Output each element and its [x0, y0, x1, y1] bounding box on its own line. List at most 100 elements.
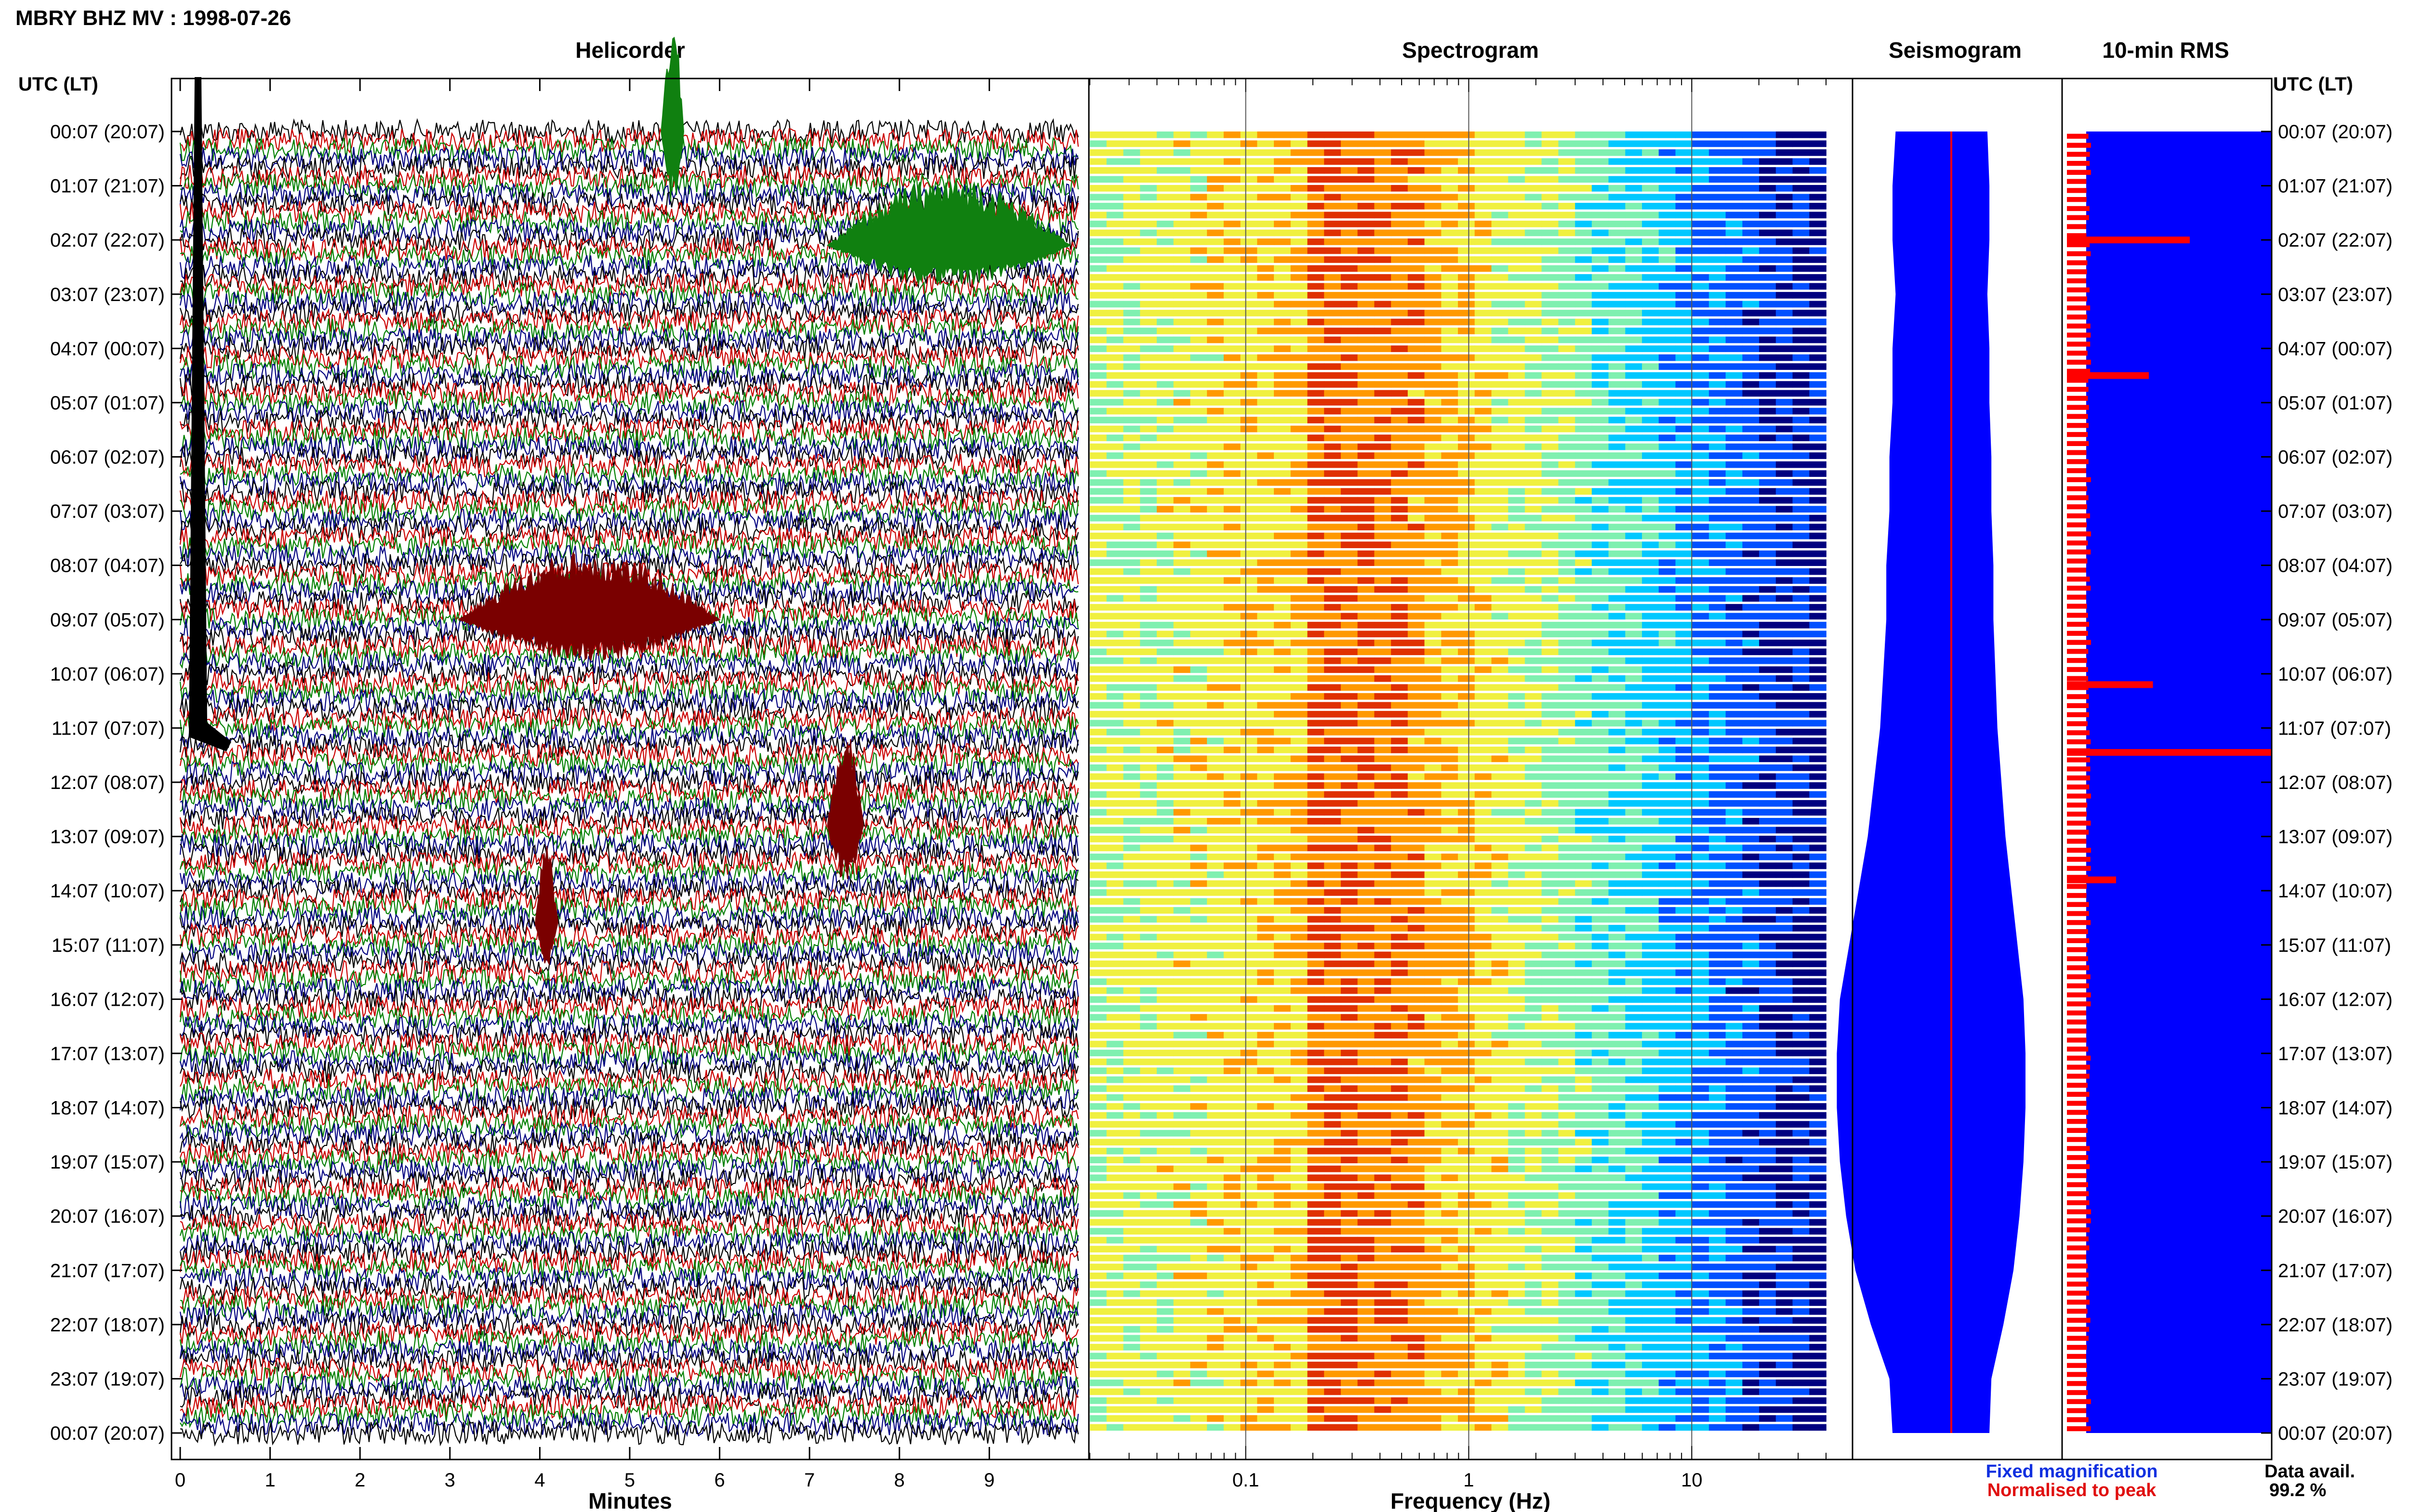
spectrogram-cell: [1541, 149, 1559, 156]
spectrogram-cell: [1223, 381, 1241, 388]
spectrogram-cell: [1357, 987, 1375, 994]
spectrogram-cell: [1809, 720, 1827, 727]
spectrogram-cell: [1675, 149, 1693, 156]
spectrogram-cell: [1173, 559, 1191, 566]
spectrogram-cell: [1441, 229, 1458, 237]
spectrogram-cell: [1207, 586, 1224, 593]
spectrogram-cell: [1140, 1023, 1157, 1030]
spectrogram-cell: [1625, 818, 1642, 825]
spectrogram-cell: [1474, 639, 1492, 646]
spectrogram-cell: [1106, 390, 1124, 397]
spectrogram-cell: [1391, 140, 1408, 147]
spectrogram-cell: [1742, 1040, 1760, 1048]
spectrogram-cell: [1207, 541, 1224, 548]
helicorder-trace: [179, 163, 1079, 190]
spectrogram-cell: [1575, 613, 1592, 620]
spectrogram-cell: [1591, 862, 1609, 869]
spectrogram-cell: [1441, 283, 1458, 290]
spectrogram-cell: [1257, 452, 1274, 459]
spectrogram-cell: [1357, 256, 1375, 263]
spectrogram-cell: [1123, 417, 1140, 423]
spectrogram-cell: [1608, 675, 1626, 682]
helicorder-trace: [180, 434, 1079, 461]
spectrogram-cell: [1441, 399, 1458, 406]
spectrogram-cell: [1725, 844, 1743, 852]
spectrogram-cell: [1491, 639, 1509, 646]
spectrogram-cell: [1792, 818, 1810, 825]
spectrogram-cell: [1274, 372, 1291, 379]
spectrogram-cell: [1257, 318, 1274, 326]
spectrogram-cell: [1692, 408, 1709, 415]
spectrogram-cell: [1524, 310, 1542, 316]
spectrogram-cell: [1156, 631, 1174, 638]
spectrogram-cell: [1792, 310, 1810, 316]
spectrogram-cell: [1240, 559, 1257, 566]
spectrogram-cell: [1140, 889, 1157, 896]
spectrogram-cell: [1558, 1050, 1575, 1056]
spectrogram-cell: [1608, 702, 1626, 709]
spectrogram-cell: [1173, 1005, 1191, 1012]
spectrogram-cell: [1658, 693, 1676, 700]
spectrogram-cell: [1190, 1094, 1207, 1101]
spectrogram-cell: [1123, 211, 1140, 219]
spectrogram-cell: [1223, 310, 1241, 316]
spectrogram-cell: [1123, 1032, 1140, 1039]
spectrogram-cell: [1558, 514, 1575, 522]
spectrogram-cell: [1792, 710, 1810, 718]
spectrogram-cell: [1541, 399, 1559, 406]
spectrogram-cell: [1591, 256, 1609, 263]
spectrogram-cell: [1357, 978, 1375, 985]
spectrogram-cell: [1541, 880, 1559, 887]
spectrogram-cell: [1123, 461, 1140, 468]
spectrogram-cell: [1708, 506, 1726, 513]
spectrogram-cell: [1424, 238, 1442, 245]
spectrogram-cell: [1340, 639, 1358, 646]
spectrogram-cell: [1642, 283, 1659, 290]
spectrogram-cell: [1625, 854, 1642, 860]
spectrogram-cell: [1742, 488, 1760, 495]
spectrogram-cell: [1090, 399, 1107, 406]
spectrogram-cell: [1474, 854, 1492, 860]
spectrogram-cell: [1156, 960, 1174, 967]
helicorder-trace: [180, 1203, 1079, 1229]
spectrogram-cell: [1708, 434, 1726, 441]
spectrogram-cell: [1140, 729, 1157, 736]
spectrogram-cell: [1106, 987, 1124, 994]
spectrogram-cell: [1692, 514, 1709, 522]
spectrogram-cell: [1508, 532, 1525, 539]
spectrogram-cell: [1441, 1014, 1458, 1021]
spectrogram-cell: [1809, 167, 1827, 174]
spectrogram-cell: [1775, 800, 1793, 807]
spectrogram-cell: [1491, 470, 1509, 477]
spectrogram-cell: [1307, 1014, 1324, 1021]
spectrogram-cell: [1190, 559, 1207, 566]
spectrogram-cell: [1090, 1067, 1107, 1074]
spectrogram-cell: [1474, 390, 1492, 397]
spectrogram-cell: [1307, 933, 1324, 941]
spectrogram-cell: [1491, 773, 1509, 780]
spectrogram-cell: [1708, 158, 1726, 165]
spectrogram-cell: [1708, 782, 1726, 789]
spectrogram-cell: [1391, 506, 1408, 513]
spectrogram-cell: [1792, 1103, 1810, 1110]
spectrogram-cell: [1642, 1023, 1659, 1030]
spectrogram-cell: [1775, 702, 1793, 709]
spectrogram-cell: [1274, 898, 1291, 905]
spectrogram-cell: [1240, 862, 1257, 869]
spectrogram-cell: [1290, 390, 1308, 397]
spectrogram-cell: [1357, 247, 1375, 254]
spectrogram-cell: [1424, 764, 1442, 771]
spectrogram-cell: [1642, 604, 1659, 611]
spectrogram-cell: [1692, 710, 1709, 718]
spectrogram-cell: [1156, 345, 1174, 352]
spectrogram-cell: [1725, 149, 1743, 156]
spectrogram-cell: [1642, 221, 1659, 227]
spectrogram-cell: [1759, 381, 1776, 388]
spectrogram-cell: [1625, 301, 1642, 308]
spectrogram-cell: [1123, 229, 1140, 237]
spectrogram-cell: [1190, 693, 1207, 700]
spectrogram-cell: [1725, 693, 1743, 700]
spectrogram-cell: [1658, 354, 1676, 361]
spectrogram-cell: [1759, 470, 1776, 477]
spectrogram-cell: [1591, 710, 1609, 718]
